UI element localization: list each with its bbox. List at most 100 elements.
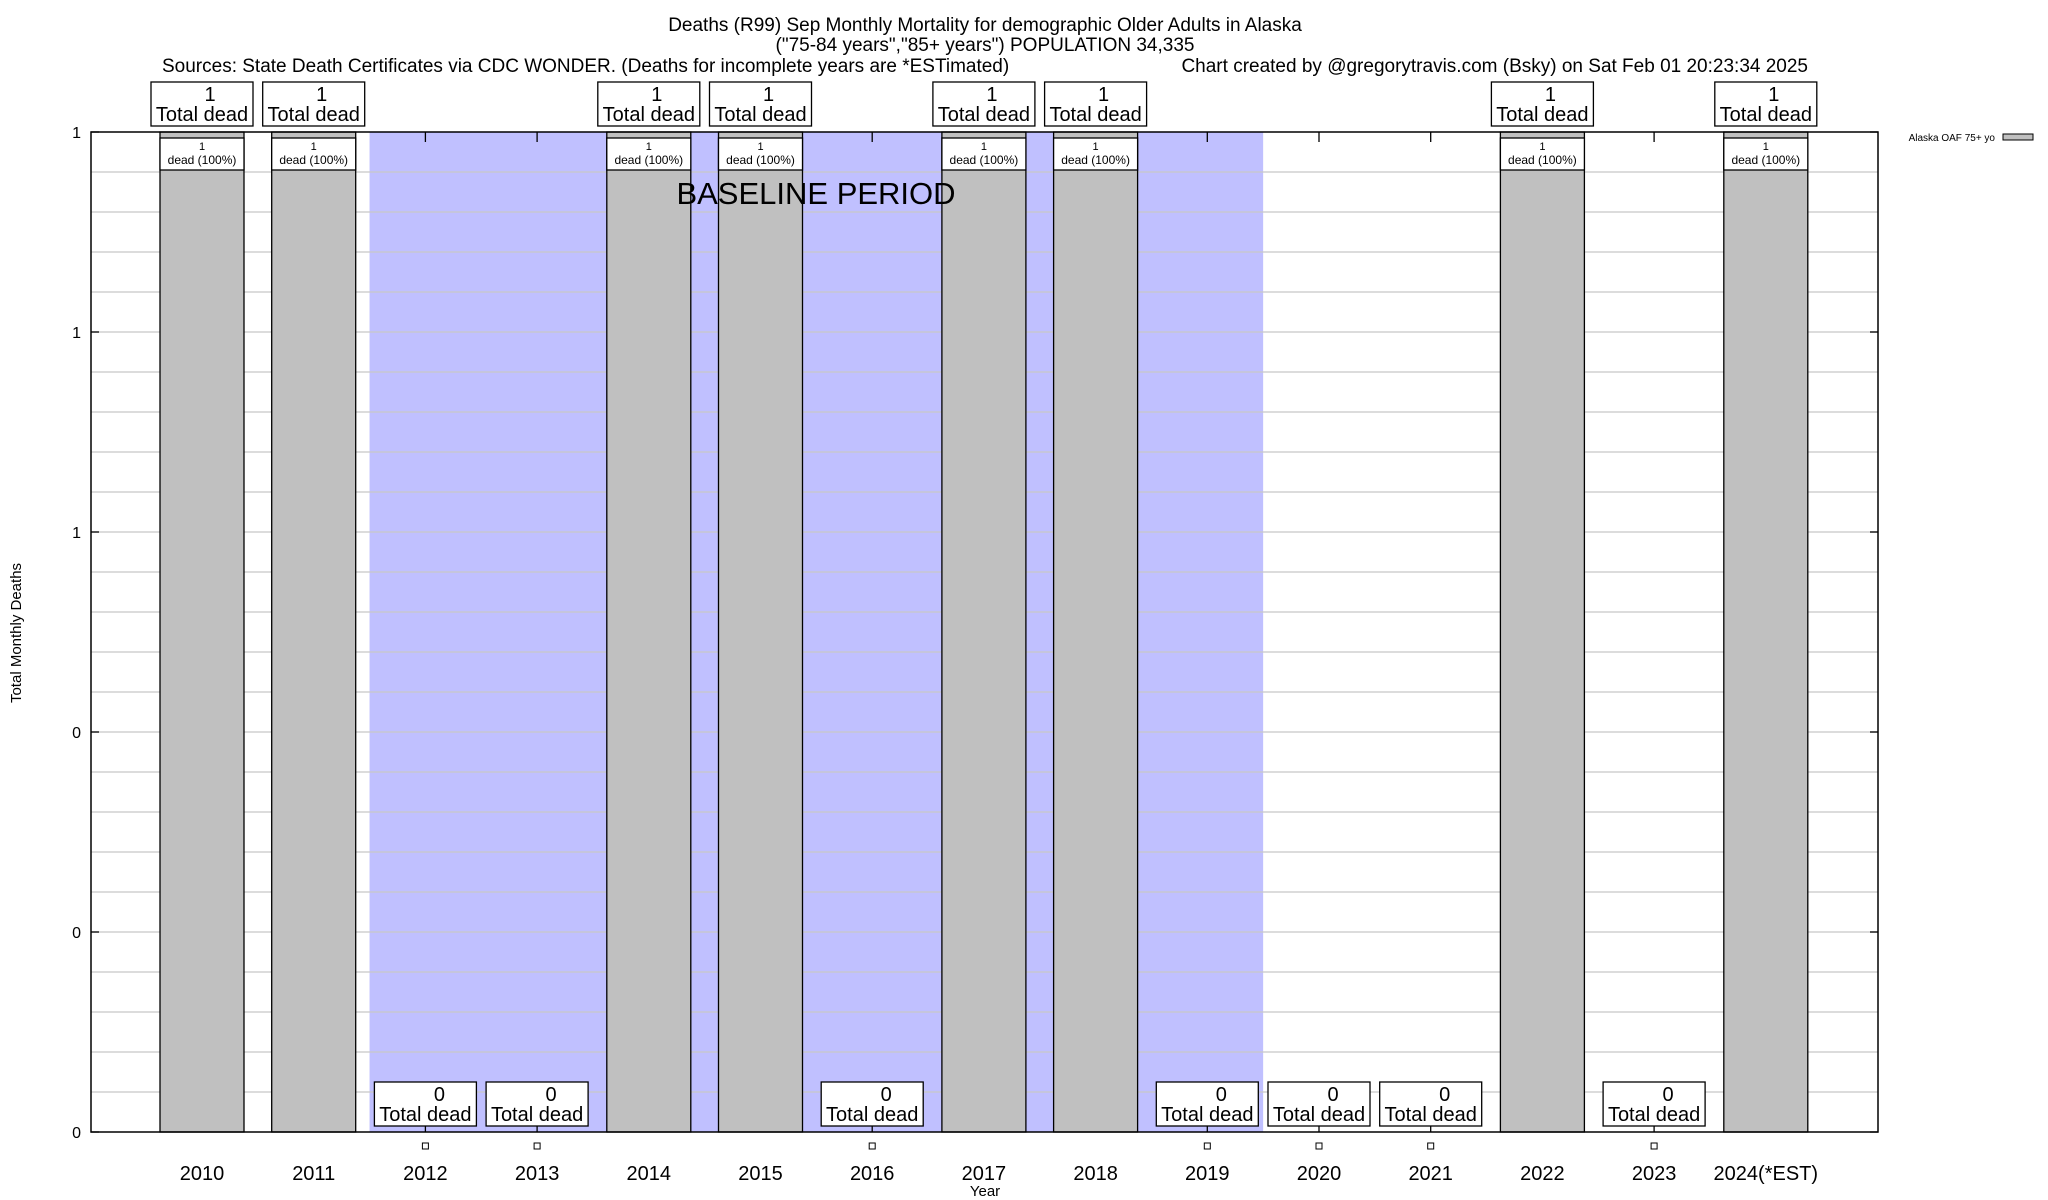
total-label-value: 0	[1216, 1084, 1227, 1106]
total-label-text: Total dead	[1385, 1104, 1477, 1126]
y-tick-label: 1	[72, 125, 81, 142]
x-axis-title: Year	[970, 1183, 1000, 1200]
share-label-box	[941, 137, 1027, 171]
y-axis-title: Total Monthly Deaths	[8, 563, 25, 703]
zero-marker	[1650, 1142, 1658, 1150]
total-label-box	[485, 1081, 589, 1127]
chart-credit: Chart created by @gregorytravis.com (Bsk…	[1181, 56, 1808, 77]
total-label-value: 0	[546, 1084, 557, 1106]
total-label-text: Total dead	[714, 104, 806, 126]
total-label-text: Total dead	[1608, 1104, 1700, 1126]
share-label-box	[1723, 137, 1809, 171]
total-label-box	[820, 1081, 924, 1127]
total-label-box	[1602, 1081, 1706, 1127]
total-label-value: 1	[986, 84, 997, 106]
x-tick-label: 2020	[1297, 1163, 1342, 1185]
bar-2024(*EST)	[1723, 131, 1809, 1133]
total-label-value: 1	[763, 84, 774, 106]
total-label-box	[1379, 1081, 1483, 1127]
total-label-box	[262, 81, 366, 127]
total-label-text: Total dead	[1496, 104, 1588, 126]
bar-2014	[606, 131, 692, 1133]
zero-marker	[533, 1142, 541, 1150]
total-label-box	[1714, 81, 1818, 127]
share-label-box	[159, 137, 245, 171]
share-label-text: dead (100%)	[1508, 153, 1577, 167]
share-label-text: dead (100%)	[950, 153, 1019, 167]
share-label-value: 1	[1763, 141, 1769, 153]
x-tick-label: 2018	[1073, 1163, 1118, 1185]
share-label-value: 1	[311, 141, 317, 153]
total-label-value: 1	[651, 84, 662, 106]
x-tick-label: 2010	[180, 1163, 225, 1185]
zero-marker	[1427, 1142, 1435, 1150]
zero-marker	[421, 1142, 429, 1150]
bar-2011	[271, 131, 357, 1133]
share-label-value: 1	[757, 141, 763, 153]
legend-label: Alaska OAF 75+ yo	[1909, 133, 1996, 144]
x-tick-label: 2016	[850, 1163, 895, 1185]
x-tick-label: 2014	[627, 1163, 672, 1185]
chart-title: Deaths (R99) Sep Monthly Mortality for d…	[668, 15, 1302, 36]
total-label-box	[373, 1081, 478, 1127]
share-label-value: 1	[199, 141, 205, 153]
x-tick-label: 2015	[738, 1163, 783, 1185]
total-label-text: Total dead	[268, 104, 360, 126]
share-label-value: 1	[981, 141, 987, 153]
total-label-box	[1043, 81, 1148, 127]
share-label-box	[271, 137, 357, 171]
sources-note: Sources: State Death Certificates via CD…	[162, 56, 1009, 77]
total-label-text: Total dead	[1049, 104, 1141, 126]
total-label-box	[708, 81, 813, 127]
y-tick-label: 1	[72, 325, 81, 342]
share-label-box	[1499, 137, 1586, 171]
bar-2010	[159, 131, 245, 1133]
baseline-label: BASELINE PERIOD	[676, 176, 955, 211]
total-label-text: Total dead	[156, 104, 248, 126]
total-label-box	[150, 81, 254, 127]
x-tick-label: 2019	[1185, 1163, 1230, 1185]
total-label-text: Total dead	[379, 1104, 471, 1126]
share-label-text: dead (100%)	[1731, 153, 1800, 167]
total-label-value: 0	[434, 1084, 445, 1106]
share-label-box	[717, 137, 804, 171]
total-label-box	[1155, 1081, 1259, 1127]
bar-2022	[1499, 131, 1586, 1133]
share-label-value: 1	[1093, 141, 1099, 153]
total-label-text: Total dead	[1720, 104, 1812, 126]
y-tick-label: 0	[72, 1125, 81, 1142]
total-label-text: Total dead	[1161, 1104, 1253, 1126]
total-label-value: 1	[1545, 84, 1556, 106]
share-label-text: dead (100%)	[168, 153, 237, 167]
x-tick-label: 2024(*EST)	[1714, 1163, 1819, 1185]
total-label-text: Total dead	[491, 1104, 583, 1126]
y-tick-label: 0	[72, 925, 81, 942]
bar-2018	[1052, 131, 1139, 1133]
y-tick-label: 1	[72, 525, 81, 542]
share-label-text: dead (100%)	[614, 153, 683, 167]
bar-2017	[941, 131, 1027, 1133]
share-label-text: dead (100%)	[726, 153, 795, 167]
x-tick-label: 2012	[403, 1163, 448, 1185]
total-label-box	[932, 81, 1036, 127]
total-label-value: 1	[204, 84, 215, 106]
plot-frame	[90, 131, 1879, 1133]
x-tick-label: 2023	[1632, 1163, 1677, 1185]
share-label-value: 1	[646, 141, 652, 153]
total-label-text: Total dead	[603, 104, 695, 126]
total-label-value: 0	[881, 1084, 892, 1106]
share-label-text: dead (100%)	[1061, 153, 1130, 167]
total-label-value: 0	[1327, 1084, 1338, 1106]
total-label-text: Total dead	[938, 104, 1030, 126]
x-tick-label: 2017	[962, 1163, 1007, 1185]
x-tick-label: 2022	[1520, 1163, 1565, 1185]
chart-subtitle: ("75-84 years","85+ years") POPULATION 3…	[776, 35, 1195, 56]
share-label-value: 1	[1539, 141, 1545, 153]
total-label-value: 1	[1768, 84, 1779, 106]
y-tick-label: 0	[72, 725, 81, 742]
total-label-box	[1267, 1081, 1371, 1127]
zero-marker	[1203, 1142, 1211, 1150]
share-label-text: dead (100%)	[279, 153, 348, 167]
share-label-box	[606, 137, 692, 171]
total-label-value: 1	[316, 84, 327, 106]
